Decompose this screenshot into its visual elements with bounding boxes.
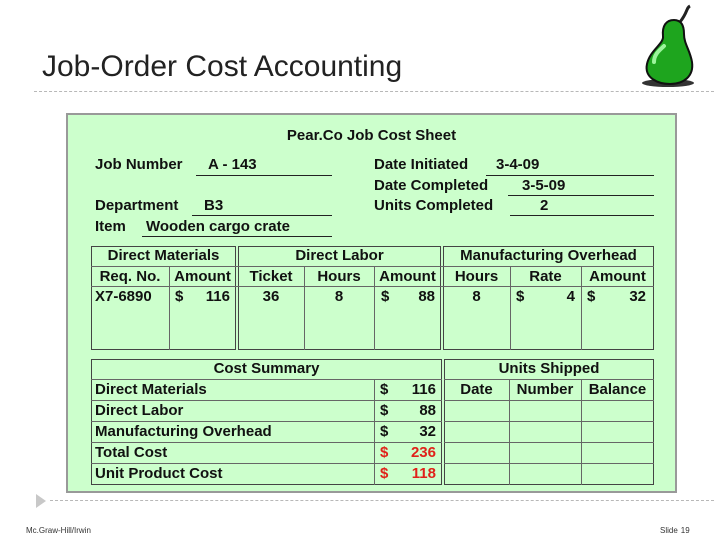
column-header: Hours — [317, 268, 361, 285]
oh-column-divider-2 — [581, 266, 582, 350]
job-number-value: A - 143 — [208, 156, 257, 173]
shipped-column-divider — [581, 379, 582, 485]
ticket-value: 36 — [262, 288, 280, 305]
footer-arrow-icon — [36, 494, 46, 508]
rate-currency: $ — [516, 288, 525, 305]
column-header: Amount — [589, 268, 646, 285]
oh-amount-value: 32 — [629, 288, 646, 305]
cost-column-divider — [91, 286, 654, 287]
column-header: Ticket — [249, 268, 293, 285]
summary-row-amount: 88 — [419, 402, 436, 419]
slide-label: Slide — [660, 526, 678, 535]
pear-icon — [642, 4, 694, 87]
footer-publisher: Mc.Graw-Hill/Irwin — [26, 526, 91, 535]
cost-summary-box — [91, 359, 442, 485]
shipped-row-divider — [444, 463, 654, 464]
summary-row-label: Total Cost — [95, 444, 168, 461]
summary-header-divider — [91, 379, 442, 380]
rate-value: 4 — [566, 288, 575, 305]
dl-currency: $ — [381, 288, 390, 305]
summary-row-amount: 32 — [419, 423, 436, 440]
summary-row-divider — [91, 400, 442, 401]
overhead-box — [443, 246, 654, 350]
summary-row-currency: $ — [380, 381, 389, 398]
units-shipped-header: Units Shipped — [498, 360, 600, 377]
units-completed-underline — [510, 215, 654, 216]
shipped-column-header: Date — [460, 381, 493, 398]
units-shipped-box — [444, 359, 654, 485]
summary-column-divider — [374, 379, 375, 485]
summary-row-label: Direct Materials — [95, 381, 207, 398]
date-initiated-label: Date Initiated — [374, 156, 469, 173]
shipped-row-divider — [444, 400, 654, 401]
item-label: Item — [95, 218, 126, 235]
column-header: Amount — [174, 268, 231, 285]
item-underline — [142, 236, 332, 237]
oh-column-divider-1 — [510, 266, 511, 350]
unit-cost-amount: 118 — [411, 465, 436, 482]
dl-amount-value: 88 — [418, 288, 435, 305]
units-completed-value: 2 — [540, 197, 549, 214]
shipped-row-divider — [444, 421, 654, 422]
total-cost-amount: 236 — [410, 444, 436, 461]
dl-column-divider-1 — [304, 266, 305, 350]
department-value: B3 — [204, 197, 224, 214]
direct-materials-header: Direct Materials — [107, 247, 220, 264]
summary-row-currency: $ — [380, 423, 389, 440]
title-divider — [34, 91, 714, 92]
unit-cost-currency: $ — [380, 465, 389, 482]
date-completed-underline — [508, 195, 654, 196]
direct-labor-header: Direct Labor — [295, 247, 384, 264]
overhead-header: Manufacturing Overhead — [460, 247, 637, 264]
summary-row-divider — [91, 421, 442, 422]
summary-row-amount: 116 — [411, 381, 436, 398]
dl-column-divider-2 — [374, 266, 375, 350]
department-label: Department — [95, 197, 179, 214]
shipped-column-header: Balance — [588, 381, 647, 398]
slide-number: 19 — [680, 526, 690, 535]
cost-summary-header: Cost Summary — [213, 360, 320, 377]
column-header: Hours — [454, 268, 499, 285]
date-completed-label: Date Completed — [374, 177, 489, 194]
units-completed-label: Units Completed — [374, 197, 494, 214]
direct-labor-box — [238, 246, 441, 350]
column-header: Req. No. — [99, 268, 161, 285]
total-cost-currency: $ — [380, 444, 389, 461]
dm-currency: $ — [175, 288, 184, 305]
job-number-label: Job Number — [95, 156, 183, 173]
date-completed-value: 3-5-09 — [522, 177, 566, 194]
job-number-underline — [196, 175, 332, 176]
summary-row-divider — [91, 463, 442, 464]
slide-title: Job-Order Cost Accounting — [42, 50, 403, 83]
footer-divider — [50, 500, 714, 501]
shipped-row-divider — [444, 442, 654, 443]
shipped-column-divider — [509, 379, 510, 485]
summary-row-label: Unit Product Cost — [95, 465, 223, 482]
summary-row-divider — [91, 442, 442, 443]
dm-column-divider — [169, 266, 170, 350]
footer-slide-number: Slide 19 — [660, 526, 690, 535]
oh-currency: $ — [587, 288, 596, 305]
item-value: Wooden cargo crate — [146, 218, 290, 235]
oh-hours-value: 8 — [472, 288, 481, 305]
dl-hours-value: 8 — [334, 288, 344, 305]
direct-materials-box — [91, 246, 236, 350]
job-cost-sheet: Pear.Co Job Cost Sheet Job Number A - 14… — [66, 113, 677, 493]
date-initiated-underline — [486, 175, 654, 176]
summary-row-currency: $ — [380, 402, 389, 419]
date-initiated-value: 3-4-09 — [496, 156, 540, 173]
dm-amount-value: 116 — [205, 288, 230, 305]
shipped-header-divider — [444, 379, 654, 380]
cost-header-divider — [91, 266, 654, 267]
column-header: Rate — [529, 268, 562, 285]
summary-row-label: Manufacturing Overhead — [95, 423, 272, 440]
department-underline — [192, 215, 332, 216]
req-no-value: X7-6890 — [95, 288, 152, 305]
sheet-title: Pear.Co Job Cost Sheet — [286, 127, 457, 144]
shipped-column-header: Number — [516, 381, 574, 398]
summary-row-label: Direct Labor — [95, 402, 184, 419]
column-header: Amount — [379, 268, 436, 285]
